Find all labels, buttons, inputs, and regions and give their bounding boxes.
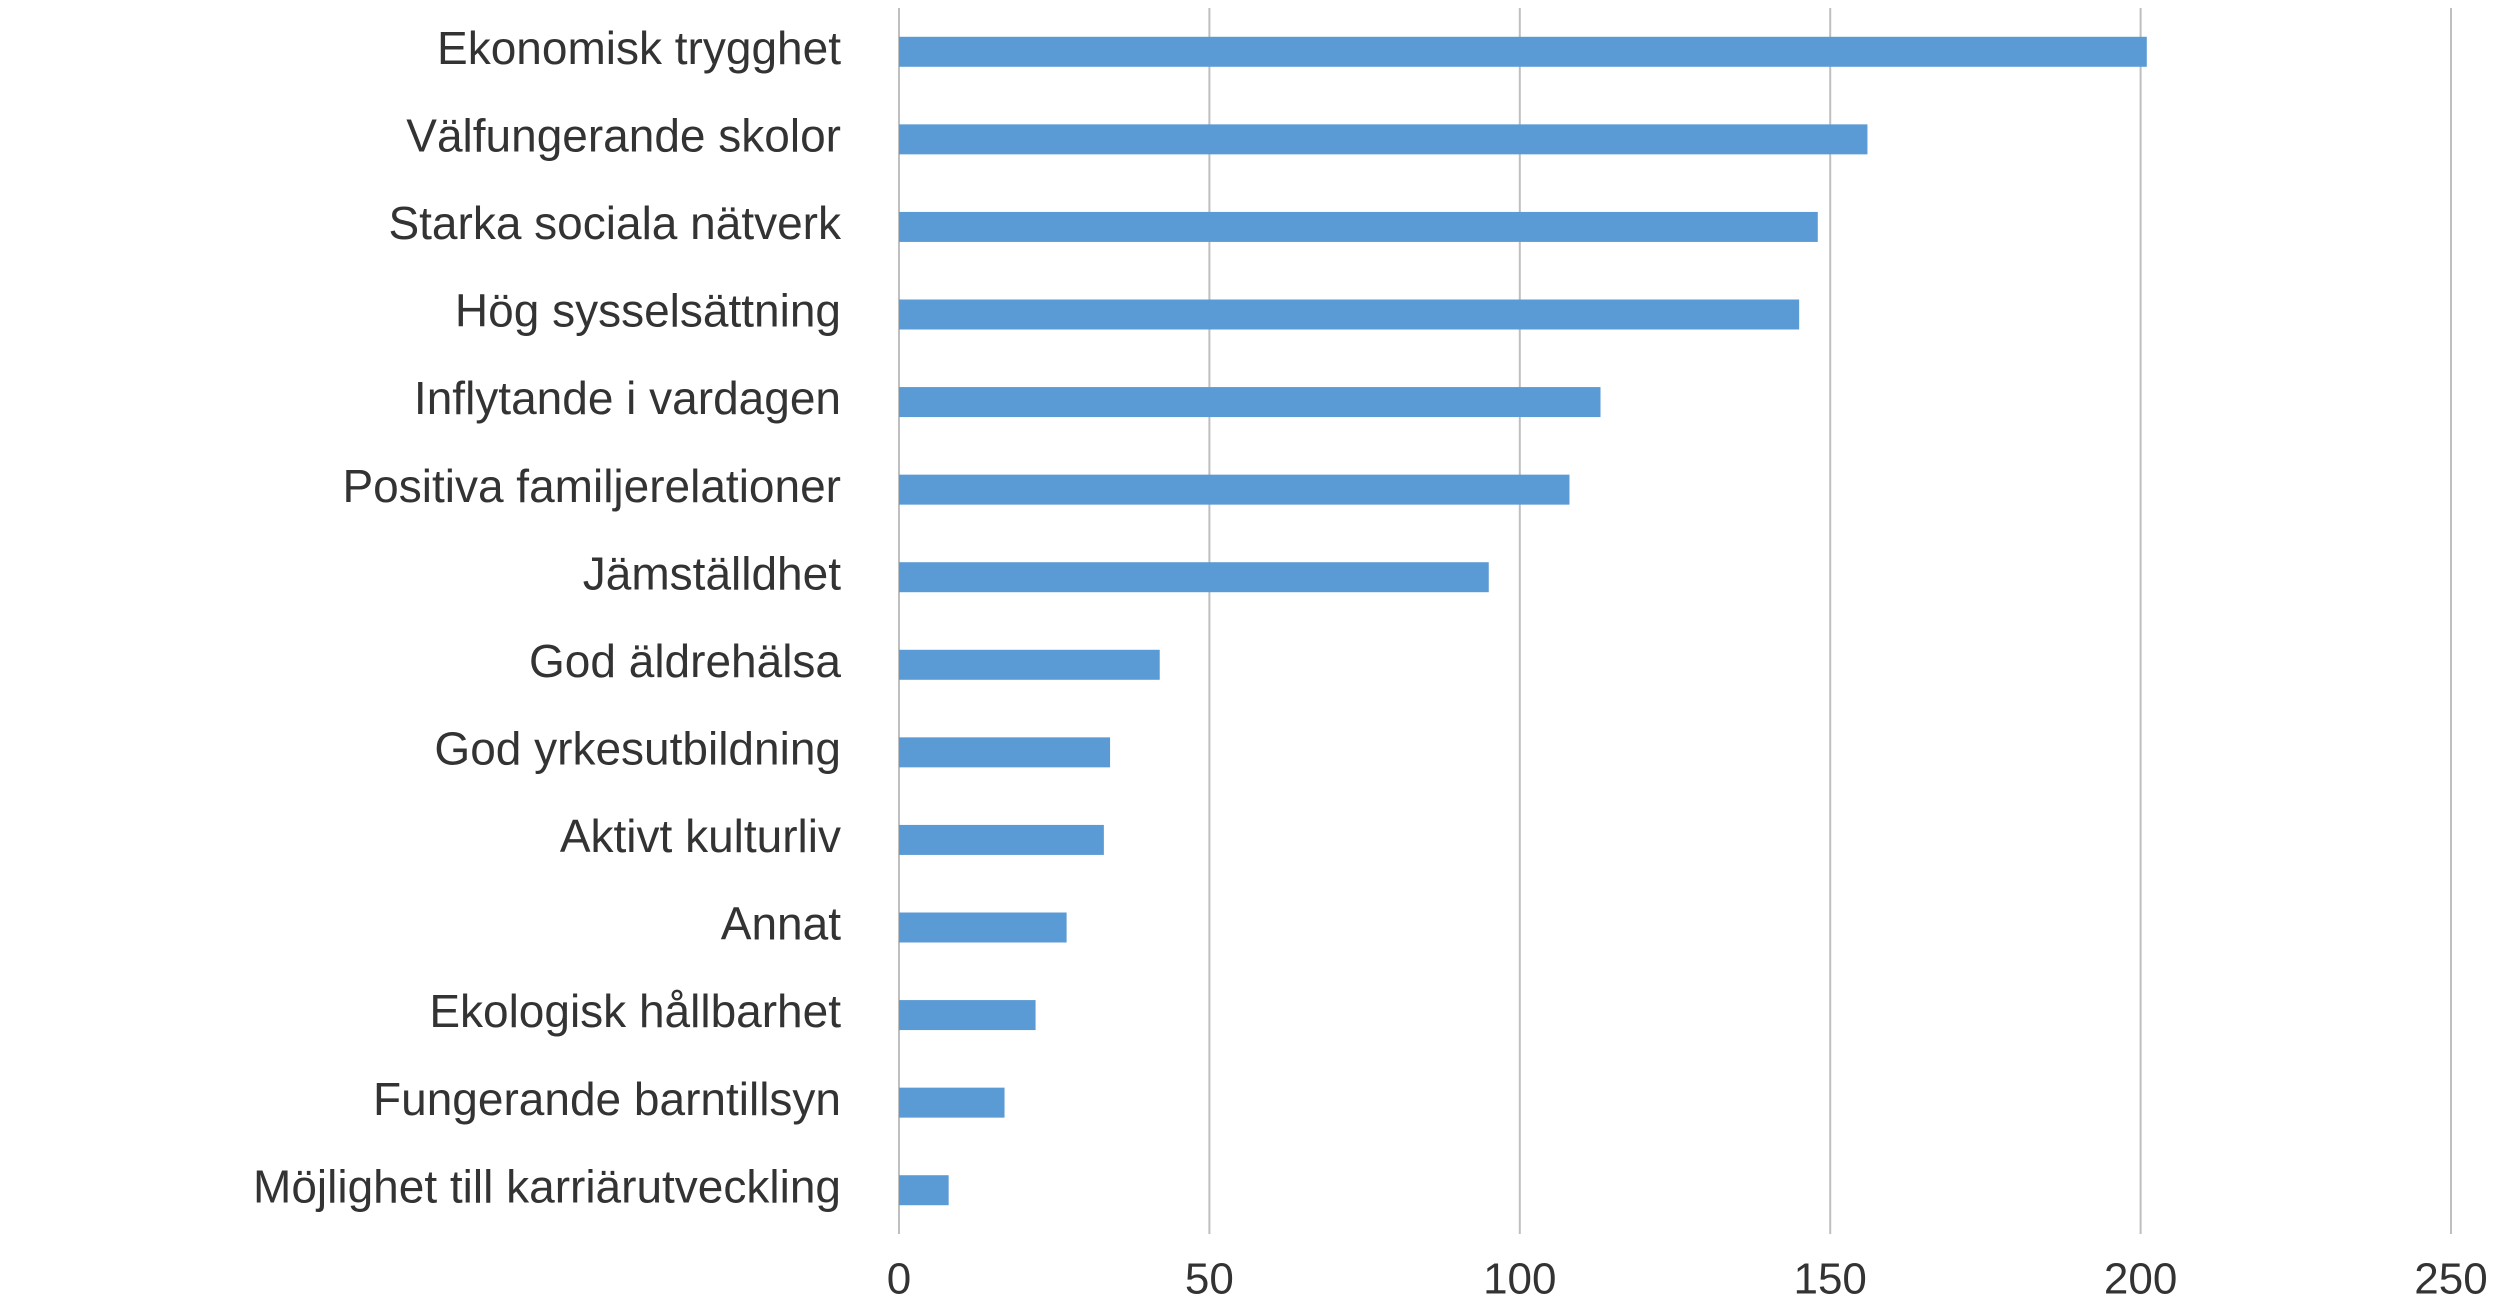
x-tick-label: 250	[2414, 1255, 2487, 1304]
y-tick-label: Positiva familjerelationer	[342, 460, 841, 512]
y-tick-label: Välfungerande skolor	[406, 110, 841, 162]
bar	[899, 299, 1800, 330]
x-tick-label: 0	[887, 1255, 911, 1304]
bar	[899, 1087, 1005, 1118]
x-tick-label: 150	[1793, 1255, 1866, 1304]
bar	[899, 649, 1160, 680]
y-tick-label: God äldrehälsa	[529, 635, 841, 687]
bar	[899, 1175, 949, 1206]
bar	[899, 211, 1818, 242]
bar	[899, 124, 1868, 155]
y-tick-label: God yrkesutbildning	[434, 723, 841, 775]
x-tick-label: 50	[1185, 1255, 1234, 1304]
y-tick-label: Möjlighet till karriärutveckling	[253, 1160, 841, 1212]
y-tick-label: Aktivt kulturliv	[560, 810, 841, 862]
bar	[899, 36, 2147, 67]
bar	[899, 387, 1601, 418]
y-tick-label: Fungerande barntillsyn	[373, 1073, 841, 1125]
bar	[899, 737, 1111, 768]
y-tick-label: Annat	[721, 898, 841, 950]
y-tick-label: Ekonomisk trygghet	[437, 22, 841, 74]
bar	[899, 474, 1570, 505]
y-tick-label: Jämställdhet	[583, 547, 841, 599]
y-tick-label: Ekologisk hållbarhet	[429, 985, 841, 1037]
bar	[899, 824, 1104, 855]
bar	[899, 1000, 1036, 1031]
y-tick-label: Inflytande i vardagen	[414, 372, 841, 424]
x-tick-label: 200	[2104, 1255, 2177, 1304]
x-tick-label: 100	[1483, 1255, 1556, 1304]
y-tick-label: Hög sysselsättning	[455, 285, 841, 337]
y-tick-label: Starka sociala nätverk	[388, 197, 842, 249]
bar	[899, 912, 1067, 943]
bar	[899, 562, 1489, 593]
